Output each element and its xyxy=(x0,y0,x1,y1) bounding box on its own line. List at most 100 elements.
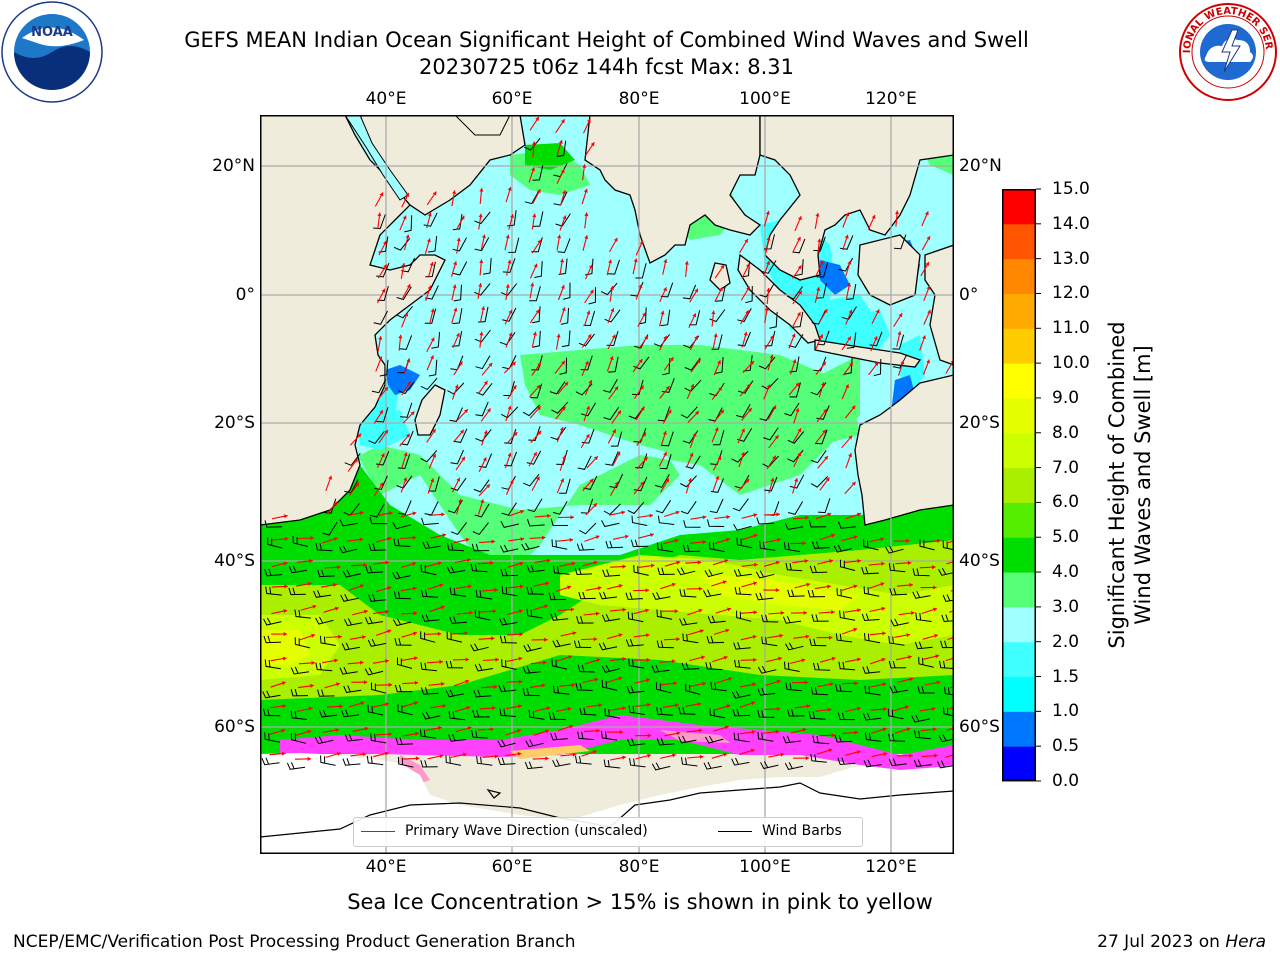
wave-direction-arrowhead xyxy=(815,213,820,217)
wind-barb xyxy=(344,452,361,466)
wave-direction-arrowhead xyxy=(713,333,718,338)
wind-barb xyxy=(424,308,437,324)
wave-direction-arrowhead xyxy=(453,261,458,266)
wave-direction-arrowhead xyxy=(624,534,629,539)
wind-barb xyxy=(550,518,569,526)
wave-direction-arrowhead xyxy=(544,637,548,642)
wave-direction-arrowhead xyxy=(432,191,437,196)
wave-direction-arrowhead xyxy=(772,405,777,410)
wind-barb xyxy=(609,473,624,489)
wind-barb xyxy=(833,544,853,553)
wind-barb xyxy=(712,430,725,446)
wave-direction-arrowhead xyxy=(720,264,725,269)
height-band-3-4m xyxy=(520,345,860,460)
wind-barb xyxy=(393,538,411,547)
wave-direction-arrowhead xyxy=(464,409,468,414)
wave-direction-arrowhead xyxy=(665,478,669,483)
wind-barb xyxy=(863,586,880,597)
wave-direction-arrowhead xyxy=(533,452,537,456)
colorbar-segment xyxy=(1002,746,1036,782)
wind-barb xyxy=(763,427,779,441)
wave-direction-arrowhead xyxy=(385,702,389,707)
wind-barb xyxy=(782,616,802,624)
colorbar-tick-label: 1.5 xyxy=(1052,666,1080,687)
wind-barb xyxy=(522,666,541,674)
wind-barb xyxy=(704,569,724,578)
wind-barb xyxy=(290,666,310,675)
wave-direction-arrowhead xyxy=(281,728,286,733)
wave-direction-arrowhead xyxy=(936,538,941,543)
wind-barb xyxy=(731,757,750,766)
wave-direction-arrowhead xyxy=(429,262,434,266)
wave-direction-arrowhead xyxy=(854,681,859,686)
wind-barb xyxy=(471,543,490,552)
wind-barb xyxy=(838,521,856,529)
wind-barb xyxy=(661,378,675,393)
wind-barb xyxy=(446,631,463,643)
wind-barb xyxy=(659,454,672,470)
wave-direction-arrowhead xyxy=(593,503,597,508)
wind-barb xyxy=(603,759,621,769)
wave-direction-arrowhead xyxy=(520,537,525,542)
wave-direction-arrowhead xyxy=(441,512,445,517)
wave-direction-arrowhead xyxy=(638,284,643,289)
colorbar-title-line1: Significant Height of Combined xyxy=(1105,321,1129,649)
wave-direction-arrowhead xyxy=(486,484,490,489)
wind-barb xyxy=(682,633,699,644)
wave-direction-arrowhead xyxy=(906,538,910,543)
lon-tick-label-bottom: 60°E xyxy=(491,857,533,877)
wind-barb xyxy=(601,664,621,673)
wind-barb xyxy=(365,565,384,574)
wind-barb xyxy=(473,479,490,493)
wave-direction-arrowhead xyxy=(873,336,878,341)
wave-direction-arrowhead xyxy=(831,610,835,615)
wave-direction-arrowhead xyxy=(545,581,550,586)
wave-direction-arrowhead xyxy=(619,730,624,735)
wave-direction-arrowhead xyxy=(724,725,729,730)
wind-barb xyxy=(377,285,389,302)
wave-direction-arrowhead xyxy=(458,361,463,366)
wind-barb xyxy=(813,662,831,671)
wind-barb xyxy=(836,588,853,599)
colorbar-segment xyxy=(1002,641,1036,678)
wind-barb xyxy=(552,685,570,695)
wave-direction-arrowhead xyxy=(562,215,567,220)
wind-barb xyxy=(367,704,384,716)
wave-direction-arrowhead xyxy=(746,263,750,268)
wind-barb xyxy=(939,660,954,669)
wind-barb xyxy=(864,632,880,644)
wind-barb xyxy=(892,354,908,369)
wind-barb xyxy=(710,682,727,692)
wind-barb xyxy=(397,454,411,469)
wave-direction-arrowhead xyxy=(452,190,457,194)
wave-direction-arrowhead xyxy=(845,384,849,389)
wave-direction-arrowhead xyxy=(586,406,590,410)
wind-barb xyxy=(261,757,280,766)
colorbar-segment xyxy=(1002,293,1036,329)
legend-item-wave-direction: Primary Wave Direction (unscaled) xyxy=(361,823,648,839)
wind-barb xyxy=(368,594,387,602)
wind-barb xyxy=(574,567,593,576)
wind-barb xyxy=(472,522,489,536)
wave-direction-arrowhead xyxy=(388,732,393,737)
colorbar-segment xyxy=(1002,223,1036,260)
wind-barb xyxy=(818,498,831,514)
india-land xyxy=(584,115,762,264)
wave-direction-arrowhead xyxy=(745,310,749,315)
wind-barb xyxy=(267,537,283,549)
wave-direction-arrowhead xyxy=(596,658,601,663)
wind-barb xyxy=(452,308,463,325)
wind-barb xyxy=(392,618,412,627)
wave-direction-arrowhead xyxy=(283,631,288,637)
wind-barb xyxy=(631,379,644,396)
wind-barb xyxy=(846,332,857,349)
wave-direction-arrowhead xyxy=(338,634,342,639)
wave-direction-arrowhead xyxy=(532,331,537,336)
wave-direction-arrowhead xyxy=(507,186,512,191)
wind-barb xyxy=(369,516,387,525)
wind-barb xyxy=(320,755,336,766)
lon-tick-label-top: 100°E xyxy=(739,89,791,109)
wind-barb xyxy=(808,711,826,720)
wind-barb xyxy=(635,263,647,279)
colorbar-segment xyxy=(1002,676,1036,712)
